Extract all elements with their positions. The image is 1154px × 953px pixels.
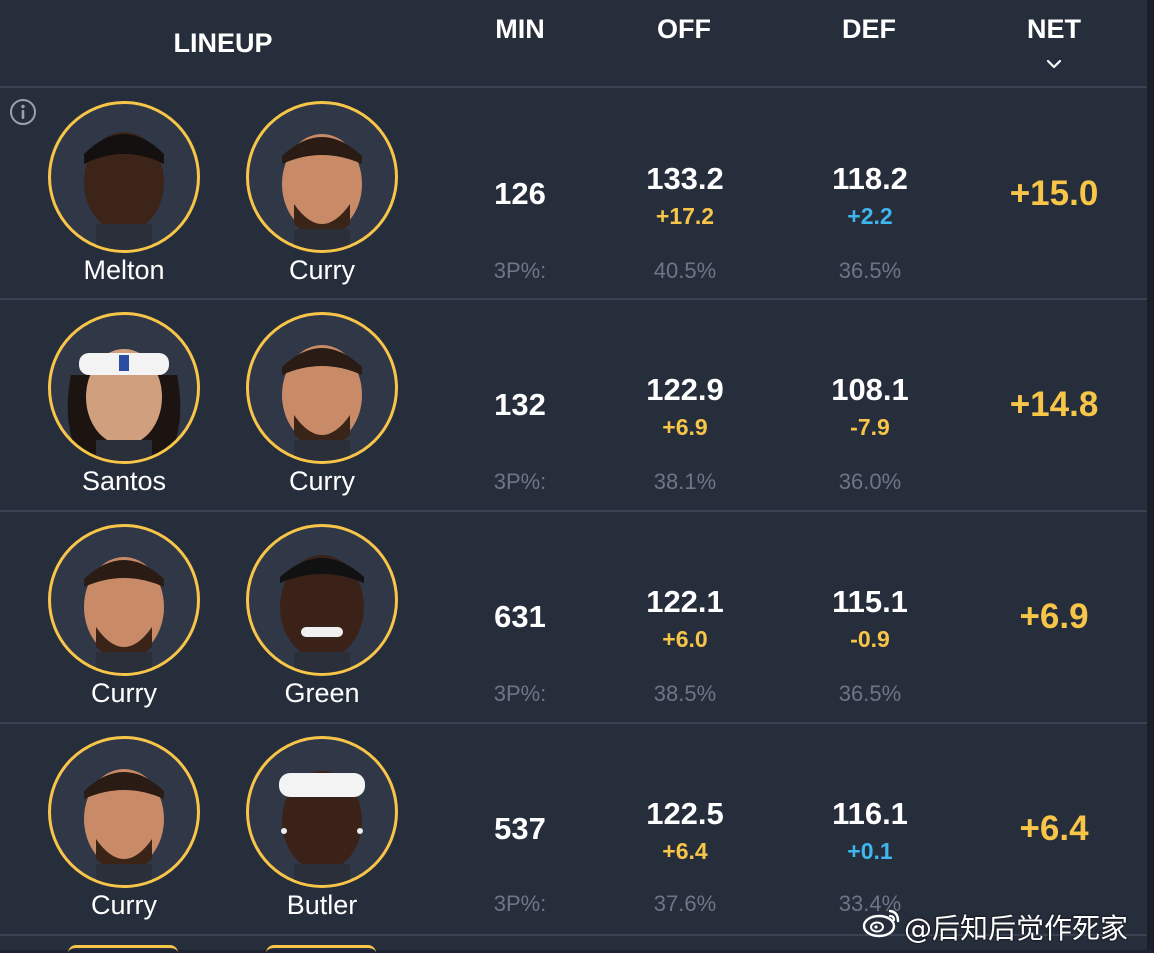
watermark: @后知后觉作死家: [862, 903, 1152, 945]
minutes-value: 132: [494, 387, 546, 422]
header-lineup[interactable]: LINEUP: [173, 28, 273, 58]
player-avatar[interactable]: [246, 736, 398, 888]
header-off[interactable]: OFF: [657, 14, 711, 44]
def-delta: +0.1: [847, 838, 893, 864]
three-pt-label: 3P%:: [493, 891, 547, 916]
player-avatar[interactable]: [246, 312, 398, 464]
player-name: Curry: [91, 678, 157, 708]
scrollbar-track[interactable]: [1147, 0, 1154, 950]
def-3p-pct: 36.5%: [838, 681, 902, 706]
player-avatar[interactable]: [246, 524, 398, 676]
minutes-value: 631: [494, 599, 546, 634]
net-rating: +6.4: [1019, 809, 1089, 848]
player-name: Green: [284, 678, 360, 708]
off-3p-pct: 38.1%: [653, 469, 717, 494]
info-icon[interactable]: [9, 98, 37, 126]
next-row-avatar-edge: [68, 945, 178, 953]
player-avatar[interactable]: [48, 312, 200, 464]
off-delta: +6.9: [662, 414, 708, 440]
off-3p-pct: 40.5%: [653, 258, 717, 283]
net-rating: +6.9: [1019, 597, 1089, 636]
table-row[interactable]: Curry Butler 537 122.5 +6.4 116.1 +0.1 3…: [0, 724, 1147, 936]
player-name: Santos: [81, 466, 167, 496]
off-rating: 133.2: [646, 161, 724, 196]
def-3p-pct: 36.5%: [838, 258, 902, 283]
player-name: Curry: [289, 466, 355, 496]
minutes-value: 126: [494, 176, 546, 211]
header-def[interactable]: DEF: [842, 14, 896, 44]
off-rating: 122.9: [646, 372, 724, 407]
player-name: Curry: [289, 255, 355, 285]
three-pt-label: 3P%:: [493, 258, 547, 283]
off-3p-pct: 37.6%: [653, 891, 717, 916]
weibo-icon: [862, 909, 900, 938]
player-name: Curry: [91, 890, 157, 920]
def-delta: -0.9: [850, 626, 890, 652]
player-avatar[interactable]: [48, 524, 200, 676]
three-pt-label: 3P%:: [493, 469, 547, 494]
table-row[interactable]: Santos Curry 132 122.9 +6.9 108.1 -7.9 3…: [0, 300, 1147, 512]
header-net[interactable]: NET: [1027, 14, 1081, 44]
player-avatar[interactable]: [48, 101, 200, 253]
player-avatar[interactable]: [246, 101, 398, 253]
chevron-down-icon[interactable]: [1045, 58, 1063, 70]
watermark-text: @后知后觉作死家: [904, 912, 1129, 945]
player-avatar[interactable]: [48, 736, 200, 888]
net-rating: +14.8: [1009, 385, 1099, 424]
def-rating: 118.2: [832, 161, 908, 196]
header-min[interactable]: MIN: [495, 14, 545, 44]
def-rating: 115.1: [832, 584, 908, 619]
minutes-value: 537: [494, 811, 546, 846]
def-delta: +2.2: [847, 203, 893, 229]
def-3p-pct: 36.0%: [838, 469, 902, 494]
table-header: LINEUP MIN OFF DEF NET: [0, 0, 1147, 88]
def-rating: 116.1: [832, 796, 908, 831]
off-delta: +6.4: [662, 838, 708, 864]
off-rating: 122.1: [646, 584, 724, 619]
three-pt-label: 3P%:: [493, 681, 547, 706]
def-rating: 108.1: [831, 372, 909, 407]
off-rating: 122.5: [646, 796, 724, 831]
player-name: Butler: [286, 890, 358, 920]
def-delta: -7.9: [850, 414, 890, 440]
table-row[interactable]: Curry Green 631 122.1 +6.0 115.1 -0.9 3P…: [0, 512, 1147, 724]
off-delta: +17.2: [655, 203, 715, 229]
next-row-avatar-edge: [266, 945, 376, 953]
table-row[interactable]: Melton Curry 126 133.2 +17.2 118.2 +2.2 …: [0, 88, 1147, 300]
off-delta: +6.0: [662, 626, 708, 652]
off-3p-pct: 38.5%: [653, 681, 717, 706]
net-rating: +15.0: [1009, 174, 1099, 213]
player-name: Melton: [83, 255, 165, 285]
